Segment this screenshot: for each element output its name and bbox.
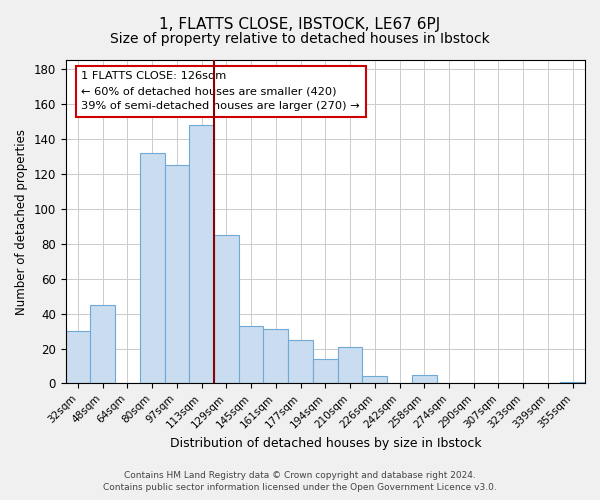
Text: Size of property relative to detached houses in Ibstock: Size of property relative to detached ho… xyxy=(110,32,490,46)
Bar xyxy=(338,347,362,384)
Bar xyxy=(164,165,190,384)
Text: 1, FLATTS CLOSE, IBSTOCK, LE67 6PJ: 1, FLATTS CLOSE, IBSTOCK, LE67 6PJ xyxy=(160,18,440,32)
Bar xyxy=(412,374,437,384)
Bar xyxy=(65,331,91,384)
Bar xyxy=(313,359,338,384)
Bar xyxy=(214,235,239,384)
Bar xyxy=(263,330,288,384)
Text: 1 FLATTS CLOSE: 126sqm
← 60% of detached houses are smaller (420)
39% of semi-de: 1 FLATTS CLOSE: 126sqm ← 60% of detached… xyxy=(81,72,360,111)
Bar xyxy=(362,376,387,384)
Bar xyxy=(140,152,164,384)
Bar xyxy=(560,382,585,384)
Bar xyxy=(190,124,214,384)
Text: Contains HM Land Registry data © Crown copyright and database right 2024.
Contai: Contains HM Land Registry data © Crown c… xyxy=(103,471,497,492)
Bar xyxy=(91,305,115,384)
Y-axis label: Number of detached properties: Number of detached properties xyxy=(15,128,28,314)
Bar xyxy=(288,340,313,384)
Bar xyxy=(239,326,263,384)
X-axis label: Distribution of detached houses by size in Ibstock: Distribution of detached houses by size … xyxy=(170,437,481,450)
